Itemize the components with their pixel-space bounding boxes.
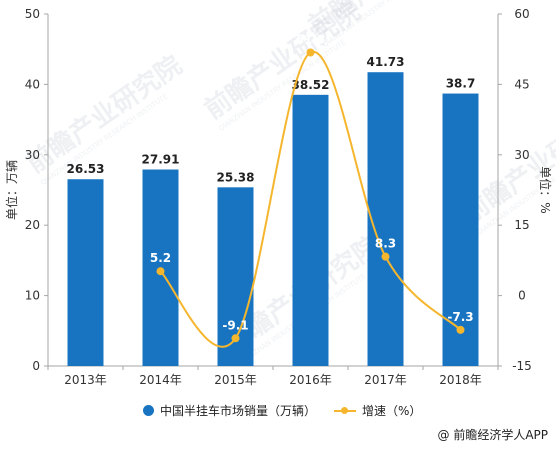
y-tick-left-label: 10 bbox=[25, 289, 40, 303]
growth-value-label: 8.3 bbox=[375, 237, 396, 251]
y-tick-left-label: 20 bbox=[25, 218, 40, 232]
legend-label-growth: 增速（%） bbox=[362, 404, 422, 418]
x-tick-label: 2016年 bbox=[289, 373, 332, 387]
y-tick-right-label: 60 bbox=[514, 7, 529, 21]
x-tick-label: 2014年 bbox=[139, 373, 182, 387]
bar-value-label: 27.91 bbox=[142, 153, 180, 167]
y-tick-left-label: 40 bbox=[25, 77, 40, 91]
y-tick-right-label: 15 bbox=[514, 218, 529, 232]
bar bbox=[442, 93, 479, 366]
growth-value-label: -9.1 bbox=[222, 318, 248, 332]
legend-item-sales: 中国半挂车市场销量（万辆） bbox=[143, 402, 316, 419]
legend-line-swatch bbox=[334, 405, 356, 416]
y-tick-right-label: 45 bbox=[514, 77, 529, 91]
growth-value-label: 51.8 bbox=[296, 32, 326, 46]
x-tick-label: 2013年 bbox=[64, 373, 107, 387]
bar-value-label: 38.52 bbox=[292, 78, 330, 92]
growth-point bbox=[306, 48, 315, 57]
y-axis-right-title: 单位：% bbox=[538, 166, 553, 213]
legend: 中国半挂车市场销量（万辆） 增速（%） bbox=[0, 402, 556, 424]
bar bbox=[67, 179, 104, 366]
bar-value-label: 41.73 bbox=[367, 55, 405, 69]
y-tick-right-label: -15 bbox=[512, 359, 532, 373]
y-tick-left-label: 30 bbox=[25, 148, 40, 162]
growth-value-label: 5.2 bbox=[150, 251, 171, 265]
growth-line bbox=[159, 51, 462, 348]
growth-point bbox=[381, 252, 390, 261]
bar-value-label: 26.53 bbox=[67, 162, 105, 176]
legend-bar-swatch bbox=[143, 405, 154, 416]
x-tick-label: 2018年 bbox=[439, 373, 482, 387]
source-note: @ 前瞻经济学人APP bbox=[437, 428, 549, 442]
growth-point bbox=[456, 325, 465, 334]
y-tick-left-label: 0 bbox=[32, 359, 40, 373]
y-tick-left-label: 50 bbox=[25, 7, 40, 21]
bar-value-label: 25.38 bbox=[217, 170, 255, 184]
growth-value-label: -7.3 bbox=[447, 310, 473, 324]
bar bbox=[367, 72, 404, 367]
growth-point bbox=[156, 267, 165, 276]
bar-value-label: 38.7 bbox=[446, 77, 476, 91]
growth-point bbox=[231, 334, 240, 343]
legend-label-sales: 中国半挂车市场销量（万辆） bbox=[160, 404, 317, 418]
bar bbox=[292, 94, 329, 366]
y-axis-left-title: 单位：万辆 bbox=[4, 160, 19, 220]
legend-item-growth: 增速（%） bbox=[334, 402, 421, 419]
y-tick-right-label: 0 bbox=[518, 289, 526, 303]
x-tick-label: 2017年 bbox=[364, 373, 407, 387]
y-tick-right-label: 30 bbox=[514, 148, 529, 162]
x-tick-label: 2015年 bbox=[214, 373, 257, 387]
